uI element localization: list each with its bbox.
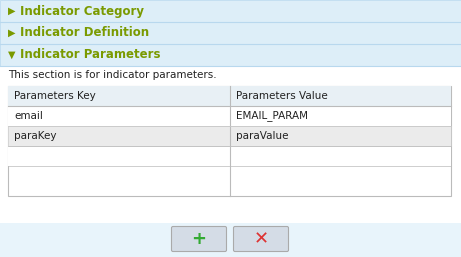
Text: ✕: ✕ <box>254 230 269 248</box>
Bar <box>0 44 461 66</box>
Text: EMAIL_PARAM: EMAIL_PARAM <box>236 111 308 122</box>
Text: email: email <box>14 111 43 121</box>
Bar <box>8 106 451 126</box>
Bar <box>8 126 451 146</box>
Bar <box>8 86 451 196</box>
Bar <box>0 66 461 223</box>
Bar <box>0 0 461 22</box>
Text: Indicator Definition: Indicator Definition <box>20 26 149 40</box>
Text: +: + <box>191 230 207 248</box>
Bar <box>0 22 461 44</box>
Text: paraKey: paraKey <box>14 131 57 141</box>
Text: Indicator Parameters: Indicator Parameters <box>20 49 160 61</box>
Bar <box>8 146 451 166</box>
Text: Parameters Value: Parameters Value <box>236 91 328 101</box>
Bar <box>8 86 451 106</box>
FancyBboxPatch shape <box>234 226 289 252</box>
Text: Indicator Category: Indicator Category <box>20 5 144 17</box>
Text: Parameters Key: Parameters Key <box>14 91 96 101</box>
FancyBboxPatch shape <box>171 226 226 252</box>
Bar <box>8 126 451 146</box>
Text: ▶: ▶ <box>8 28 16 38</box>
Text: This section is for indicator parameters.: This section is for indicator parameters… <box>8 70 217 80</box>
Text: paraValue: paraValue <box>236 131 289 141</box>
Text: ▶: ▶ <box>8 6 16 16</box>
Text: ▼: ▼ <box>8 50 16 60</box>
